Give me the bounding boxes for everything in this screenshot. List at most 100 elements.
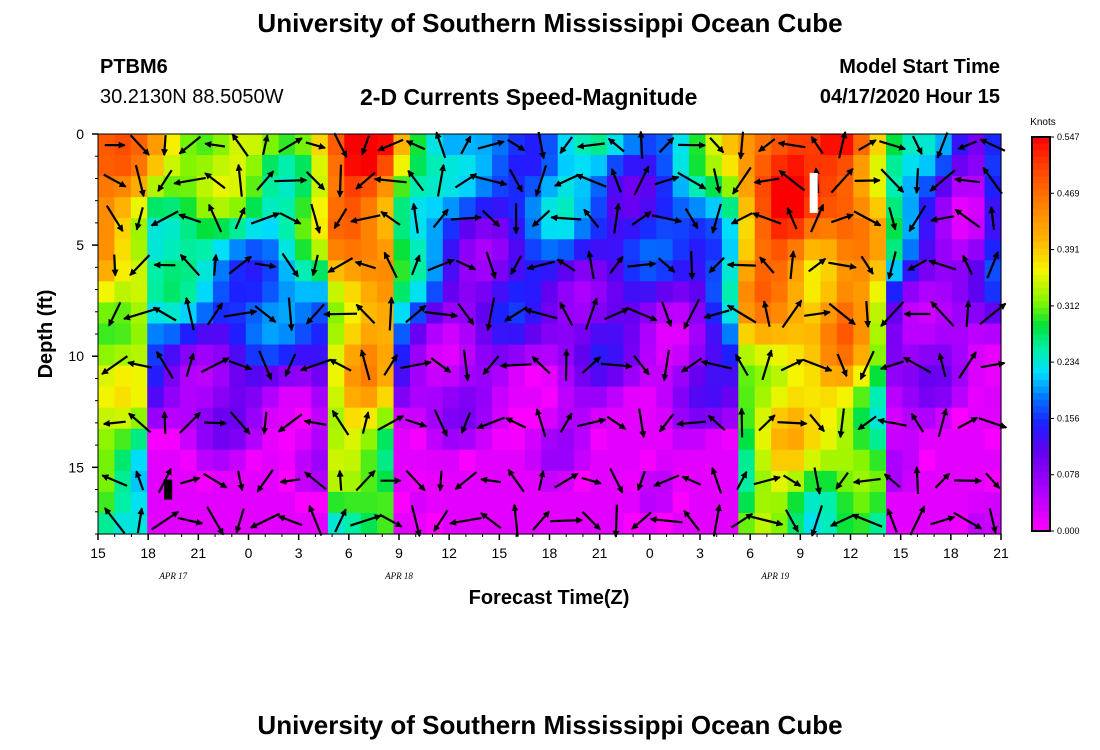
current-vector — [134, 164, 146, 198]
current-vector — [857, 415, 877, 431]
heatmap-cell — [409, 344, 427, 367]
colorbar-segment — [1032, 406, 1050, 414]
heatmap-cell — [886, 344, 904, 367]
heatmap-cell — [721, 197, 739, 219]
current-vector — [550, 214, 582, 222]
heatmap-cell — [787, 449, 805, 472]
heatmap-cell — [918, 449, 936, 472]
heatmap-cell — [639, 386, 657, 409]
heatmap-cell — [606, 449, 624, 472]
heatmap-cell — [229, 491, 247, 514]
heatmap-cell — [426, 260, 444, 282]
heatmap-cell — [689, 323, 707, 346]
heatmap-cell — [771, 365, 789, 388]
heatmap-cell — [705, 323, 723, 346]
heatmap-cell — [984, 281, 1002, 304]
current-vector — [877, 417, 907, 427]
heatmap-cell — [935, 239, 953, 261]
heatmap-cell — [393, 323, 411, 346]
heatmap-cell — [459, 344, 477, 367]
heatmap-cell — [114, 302, 132, 325]
heatmap-cell — [377, 491, 395, 514]
heatmap-cell — [295, 323, 313, 346]
current-vector — [405, 470, 426, 492]
current-vector — [308, 504, 323, 536]
heatmap-cell — [508, 239, 526, 261]
heatmap-cell — [639, 491, 657, 514]
heatmap-cell — [147, 470, 165, 493]
heatmap-cell — [130, 323, 148, 346]
heatmap-cell — [393, 470, 411, 493]
heatmap-cell — [721, 155, 739, 177]
current-vector — [135, 470, 145, 491]
current-vector — [323, 310, 358, 318]
heatmap-cell — [672, 155, 690, 177]
heatmap-cell — [836, 449, 854, 472]
heatmap-cell — [327, 239, 345, 261]
current-vector — [207, 203, 223, 233]
current-vector — [136, 507, 145, 534]
heatmap-cell — [508, 491, 526, 514]
heatmap-cell — [541, 386, 559, 409]
colorbar-segment — [1032, 445, 1050, 453]
heatmap-cell — [984, 323, 1002, 346]
current-vector — [430, 357, 452, 374]
current-vector — [804, 309, 831, 317]
current-vector — [538, 469, 546, 491]
current-vector — [654, 175, 680, 186]
heatmap-cell — [557, 176, 575, 198]
heatmap-cell — [524, 323, 542, 346]
heatmap-cell — [295, 470, 313, 493]
heatmap-cell — [426, 449, 444, 472]
heatmap-cell — [721, 512, 739, 535]
heatmap-cell — [590, 239, 608, 261]
heatmap-cell — [475, 239, 493, 261]
heatmap-cell — [853, 239, 871, 261]
heatmap-cell — [409, 449, 427, 472]
heatmap-cell — [689, 512, 707, 535]
heatmap-cell — [262, 344, 280, 367]
heatmap-cell — [147, 386, 165, 409]
x-tick-label: 12 — [843, 545, 859, 561]
heatmap-cell — [672, 449, 690, 472]
heatmap-cell — [245, 365, 263, 388]
colorbar-segment — [1032, 320, 1050, 329]
heatmap-cell — [771, 176, 789, 198]
heatmap-cell — [918, 365, 936, 388]
heatmap-cell — [689, 197, 707, 219]
heatmap-cell — [853, 323, 871, 346]
colorbar-segment — [1032, 511, 1050, 519]
heatmap-cell — [524, 239, 542, 261]
heatmap-cell — [180, 512, 198, 535]
heatmap-cell — [951, 155, 969, 177]
heatmap-cell — [278, 491, 296, 514]
current-vector — [782, 474, 802, 487]
heatmap-cell — [295, 344, 313, 367]
heatmap-cell — [492, 155, 510, 177]
heatmap-cell — [278, 281, 296, 304]
heatmap-cell — [278, 407, 296, 430]
heatmap-cell — [262, 155, 280, 177]
heatmap-cell — [656, 407, 674, 430]
current-vector — [810, 505, 824, 537]
current-vector — [651, 214, 683, 224]
heatmap-cell — [787, 386, 805, 409]
heatmap-cell — [968, 428, 986, 451]
current-vector — [559, 136, 573, 155]
heatmap-cell — [393, 239, 411, 261]
current-vector — [449, 516, 482, 526]
current-vector — [355, 171, 376, 190]
current-vector — [256, 468, 274, 493]
heatmap-cell — [327, 491, 345, 514]
current-vector — [237, 470, 245, 492]
heatmap-cell — [229, 239, 247, 261]
current-vector — [427, 258, 455, 272]
colorbar-tick-label: 0.469 — [1057, 188, 1080, 198]
heatmap-cell — [968, 449, 986, 472]
colorbar-segment — [1032, 314, 1050, 322]
current-vector — [410, 202, 419, 234]
heatmap-cell — [853, 176, 871, 198]
heatmap-cell — [803, 449, 821, 472]
heatmap-cell — [98, 218, 116, 240]
heatmap-cell — [114, 512, 132, 535]
